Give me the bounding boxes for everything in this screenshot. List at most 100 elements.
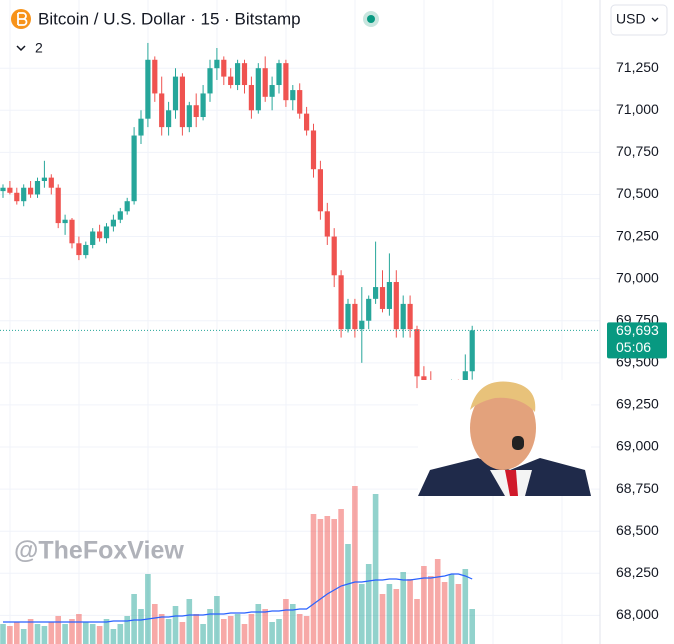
- volume-bar: [303, 616, 310, 644]
- hair: [470, 381, 536, 412]
- candle-body: [310, 130, 317, 170]
- coin-glyph: [17, 12, 28, 26]
- candle-body: [138, 118, 144, 136]
- volume-bar: [234, 614, 241, 644]
- candle-body: [62, 219, 68, 224]
- photo: [418, 380, 591, 496]
- volume-bar: [407, 579, 413, 644]
- candle-body: [124, 201, 130, 212]
- candles: [0, 42, 475, 473]
- microphone: [512, 436, 524, 450]
- volume-bar: [241, 624, 248, 644]
- volume-bar: [262, 609, 268, 644]
- candle-body: [21, 187, 27, 202]
- volume-bar: [34, 624, 41, 644]
- price-axis: 68,00068,25068,50068,75069,00069,25069,5…: [616, 59, 659, 622]
- countdown: 05:06: [616, 339, 651, 355]
- candle-body: [297, 90, 303, 114]
- y-tick-label: 68,000: [616, 606, 659, 622]
- currency[interactable]: USD: [616, 11, 646, 27]
- candle-body: [414, 329, 420, 377]
- volume-bar: [345, 544, 351, 644]
- volume-bar: [0, 624, 6, 644]
- volume-bar: [469, 609, 475, 644]
- candle-body: [262, 68, 268, 97]
- volume-bar: [441, 582, 448, 644]
- volume-bar: [20, 629, 27, 644]
- volume-bar: [338, 509, 344, 644]
- currency-select[interactable]: [610, 4, 668, 36]
- volume-bar: [158, 614, 165, 644]
- volume-bar: [145, 574, 151, 644]
- volume-bar: [365, 564, 372, 644]
- candle-body: [469, 330, 475, 372]
- volume-bar: [414, 599, 420, 644]
- volume-bar: [152, 604, 158, 644]
- candle-body: [90, 231, 96, 245]
- volume-bar: [193, 614, 199, 644]
- candle-body: [117, 211, 123, 220]
- candle-body: [255, 68, 261, 111]
- volume-bar: [138, 609, 144, 644]
- candle-body: [338, 275, 344, 330]
- volume-bar: [434, 559, 441, 644]
- y-tick-label: 69,250: [616, 396, 659, 412]
- candle-body: [379, 287, 386, 309]
- volume-bar: [48, 622, 55, 644]
- candle-body: [373, 287, 379, 299]
- volume-bar: [103, 619, 110, 644]
- candle-body: [207, 68, 213, 94]
- collapse-chevron[interactable]: [16, 45, 26, 52]
- candle-body: [83, 244, 89, 256]
- volume-bar: [69, 619, 75, 644]
- candle-body: [304, 113, 310, 131]
- select-chevron: [651, 17, 659, 22]
- candle-body: [14, 192, 20, 202]
- tie: [505, 470, 518, 496]
- volume-bar: [165, 619, 172, 644]
- candle-body: [145, 59, 151, 119]
- candle-body: [276, 63, 282, 86]
- candle-body: [55, 187, 61, 224]
- candle-body: [179, 76, 185, 128]
- indicator-count[interactable]: 2: [35, 40, 43, 56]
- y-tick-label: 70,750: [616, 143, 659, 159]
- candle-body: [34, 180, 41, 195]
- candle-body: [290, 90, 296, 101]
- volume-bar: [255, 604, 262, 644]
- candle-body: [283, 63, 289, 101]
- candle-body: [228, 76, 234, 86]
- y-tick-label: 68,750: [616, 480, 659, 496]
- candle-body: [331, 236, 337, 276]
- candle-body: [159, 93, 165, 128]
- volume-bar: [200, 624, 206, 644]
- volume-bar: [96, 626, 103, 644]
- y-tick-label: 71,250: [616, 59, 659, 75]
- candle-body: [407, 303, 413, 330]
- volume-bar: [179, 622, 186, 644]
- volume-bar: [110, 629, 117, 644]
- candle-body: [0, 187, 6, 192]
- volume-bar: [227, 616, 234, 644]
- volume-bar: [317, 519, 324, 644]
- volume-pane: [0, 486, 475, 644]
- volume-bar: [290, 604, 296, 644]
- candle-body: [359, 320, 365, 330]
- last-price-label: 69,693: [616, 322, 659, 338]
- candle-body: [193, 105, 199, 118]
- candle-body: [28, 187, 34, 195]
- candle-body: [241, 63, 248, 86]
- volume-bar: [131, 594, 137, 644]
- status-dot: [367, 15, 375, 23]
- candle-body: [393, 282, 399, 330]
- volume-bar: [124, 616, 130, 644]
- candle-body: [166, 110, 172, 128]
- candle-body: [110, 219, 116, 227]
- volume-bar: [172, 606, 179, 644]
- candle-body: [400, 303, 406, 330]
- volume-bar: [283, 599, 289, 644]
- candle-body: [221, 59, 227, 77]
- volume-bar: [7, 626, 13, 644]
- candle-body: [48, 177, 54, 188]
